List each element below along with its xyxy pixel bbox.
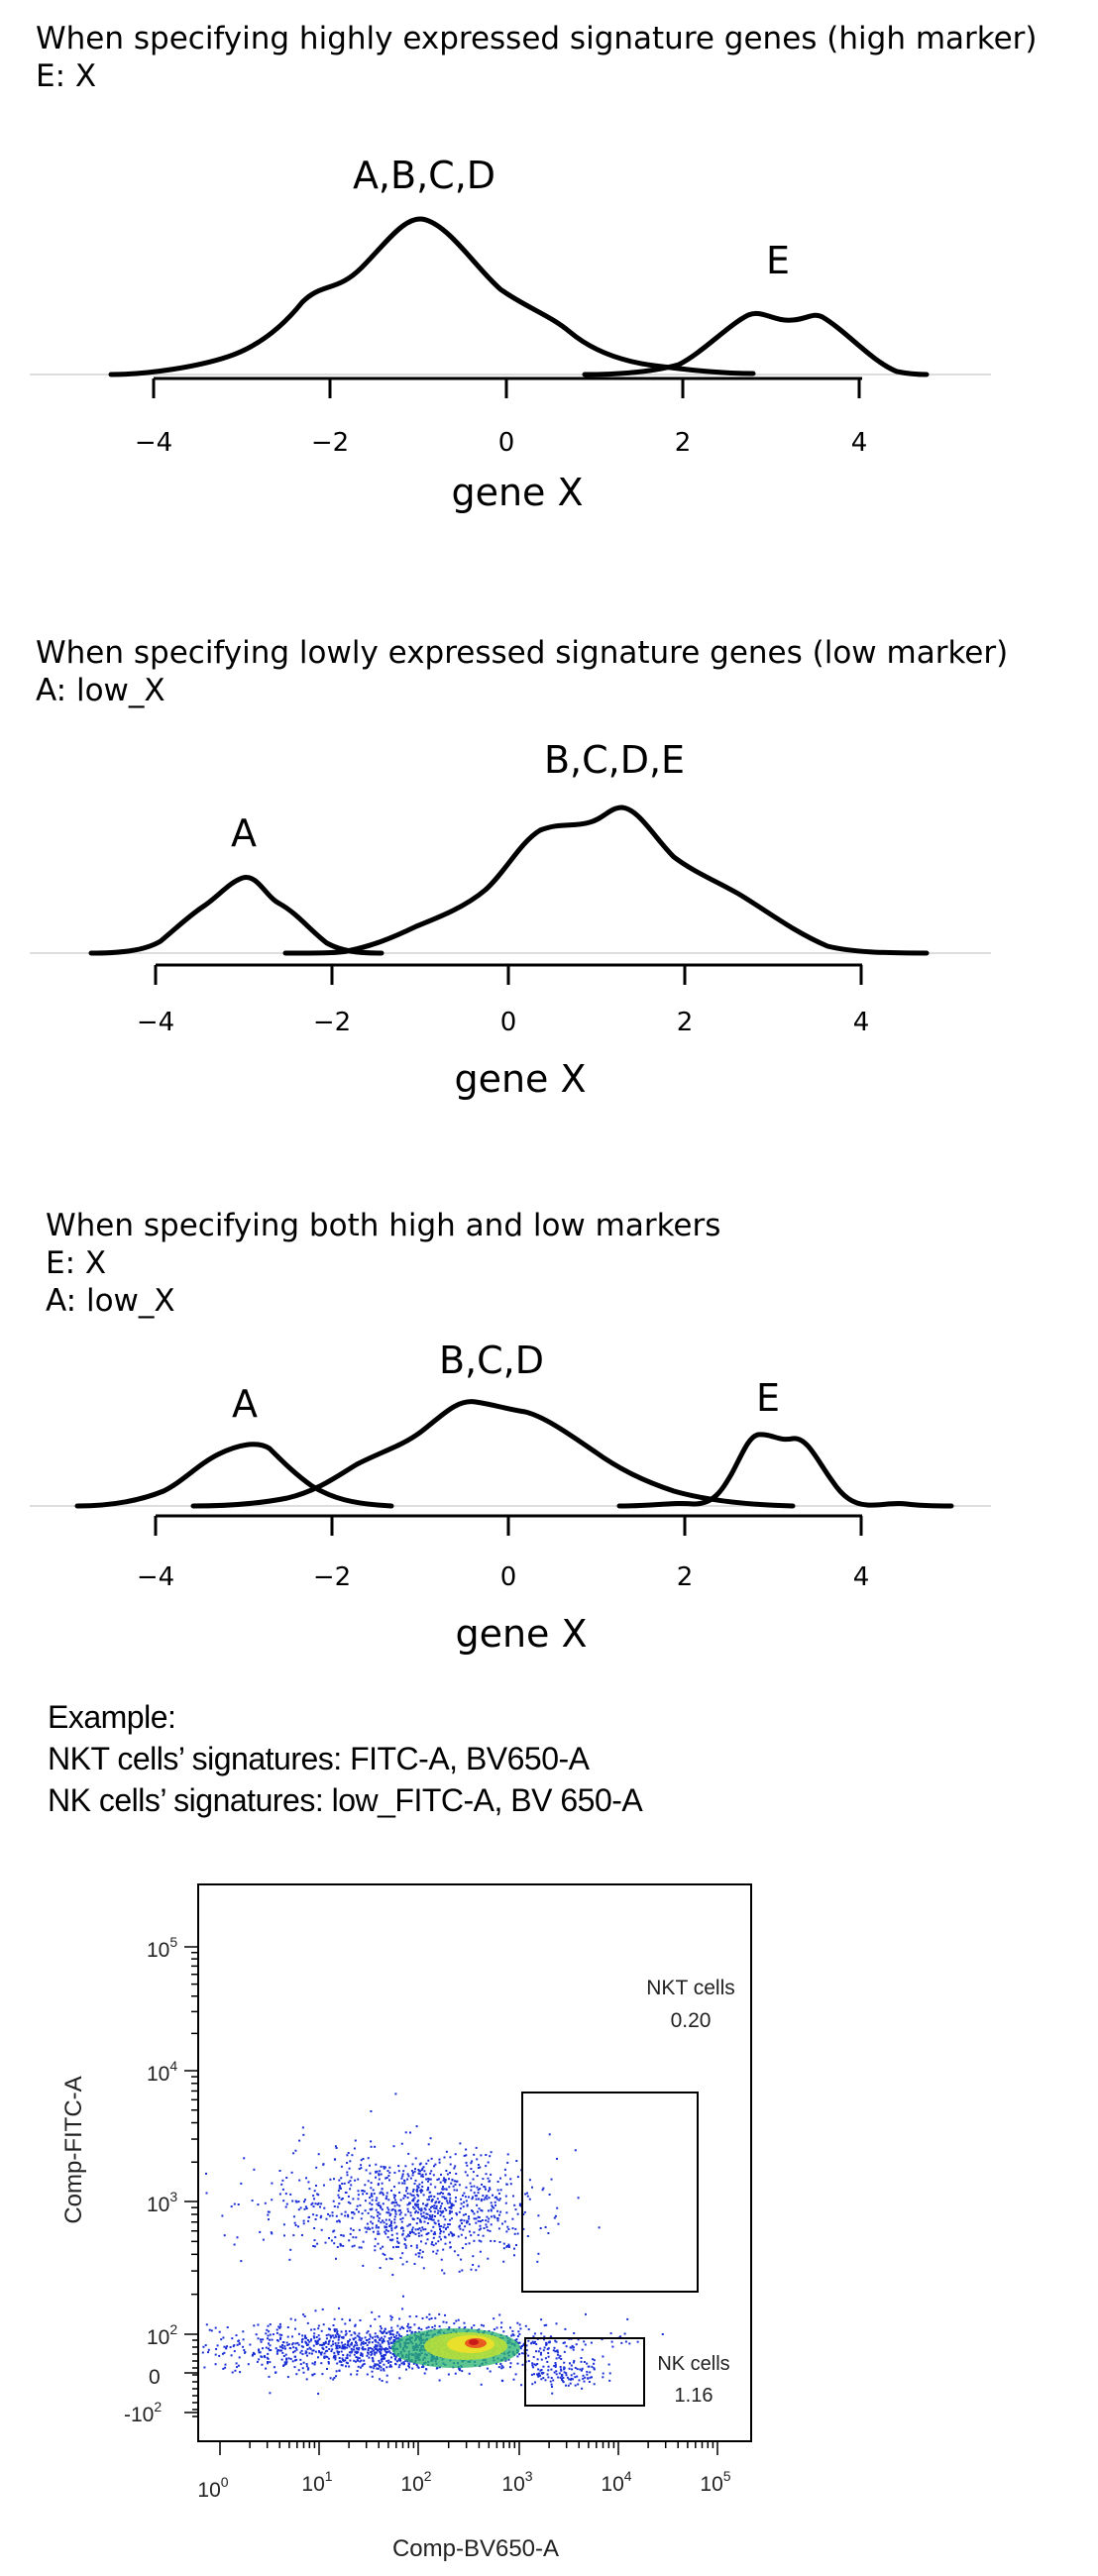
x-axis-ticks xyxy=(219,2441,718,2455)
x-tick-label: −4 xyxy=(137,1008,174,1037)
y-axis-ticks xyxy=(184,1946,198,2417)
panel1-caption-line: When specifying highly expressed signatu… xyxy=(36,21,1038,56)
x-tick-label: 101 xyxy=(301,2468,332,2496)
y-tick-label: 0 xyxy=(149,2366,161,2389)
panel2-caption-line: When specifying lowly expressed signatur… xyxy=(36,635,1009,671)
x-tick-label: 0 xyxy=(498,428,515,458)
panel2-caption: When specifying lowly expressed signatur… xyxy=(36,634,1008,709)
gate-name: NKT cells xyxy=(646,1977,734,1999)
x-tick-label: 4 xyxy=(853,1008,870,1037)
peak-label: E xyxy=(766,239,790,282)
panel3-caption: When specifying both high and low marker… xyxy=(46,1207,720,1320)
panel3-caption-line: E: X xyxy=(46,1245,107,1281)
density-curve-abcd xyxy=(108,216,756,377)
x-tick-label: 0 xyxy=(500,1562,517,1592)
example-line: NK cells’ signatures: low_FITC-A, BV 650… xyxy=(48,1782,643,1818)
x-axis-label: gene X xyxy=(451,471,583,514)
peak-label: A xyxy=(231,811,257,855)
x-tick-label: 4 xyxy=(851,428,868,458)
x-axis-label: gene X xyxy=(455,1612,587,1656)
example-text: Example: NKT cells’ signatures: FITC-A, … xyxy=(48,1696,643,1821)
gate-value: 0.20 xyxy=(671,2009,712,2032)
panel1-caption: When specifying highly expressed signatu… xyxy=(36,20,1038,95)
peak-label: E xyxy=(756,1376,780,1420)
x-tick-label: −2 xyxy=(313,1008,351,1037)
panel2-caption-line: A: low_X xyxy=(36,673,165,708)
x-tick-label: 2 xyxy=(677,1008,694,1037)
peak-label: B,C,D,E xyxy=(544,738,685,782)
density-curve-a xyxy=(88,875,384,956)
x-tick-label: 2 xyxy=(675,428,692,458)
x-tick-label: 102 xyxy=(400,2468,431,2496)
density-hotspot xyxy=(391,2328,520,2368)
y-tick-label: 102 xyxy=(147,2321,177,2349)
peak-label: A xyxy=(232,1382,258,1426)
density-curve-bcd xyxy=(190,1399,796,1509)
panel3-caption-line: A: low_X xyxy=(46,1283,175,1319)
peak-label: A,B,C,D xyxy=(353,154,495,197)
gate-name: NK cells xyxy=(657,2353,729,2375)
x-tick-label: 100 xyxy=(197,2474,228,2502)
panel3-caption-line: When specifying both high and low marker… xyxy=(46,1208,721,1243)
x-tick-label: −2 xyxy=(311,428,349,458)
panel1-density-plot: −4 −2 0 2 4 gene X A,B,C,D E xyxy=(30,154,991,514)
peak-label: B,C,D xyxy=(439,1339,544,1382)
panel2-density-plot: −4 −2 0 2 4 gene X A B,C,D,E xyxy=(30,738,991,1101)
x-tick-label: 105 xyxy=(700,2468,730,2496)
x-tick-label: −4 xyxy=(137,1562,174,1592)
x-tick-label: 0 xyxy=(500,1008,517,1037)
y-tick-label: 103 xyxy=(147,2189,177,2216)
x-axis-label: Comp-BV650-A xyxy=(392,2535,559,2562)
density-curve-bcde xyxy=(282,805,930,956)
example-line: NKT cells’ signatures: FITC-A, BV650-A xyxy=(48,1741,590,1776)
x-tick-label: −2 xyxy=(313,1562,351,1592)
y-axis-label: Comp-FITC-A xyxy=(60,2076,87,2223)
x-tick-label: 2 xyxy=(677,1562,694,1592)
facs-scatter-plot: NKT cells 0.20 NK cells 1.16 105 104 103… xyxy=(60,1883,752,2562)
panel3-density-plot: −4 −2 0 2 4 gene X A B,C,D E xyxy=(30,1339,991,1656)
panel1-caption-line: E: X xyxy=(36,58,97,94)
y-tick-label: 104 xyxy=(147,2058,177,2086)
density-curve-e xyxy=(616,1432,954,1509)
y-tick-label: 105 xyxy=(147,1934,177,1962)
x-tick-label: 104 xyxy=(601,2468,631,2496)
gate-value: 1.16 xyxy=(675,2385,714,2407)
x-tick-label: 103 xyxy=(501,2468,532,2496)
x-axis-label: gene X xyxy=(454,1057,586,1101)
density-curve-e xyxy=(582,311,930,377)
nkt-gate xyxy=(521,2092,699,2293)
y-tick-label: -102 xyxy=(124,2399,162,2426)
x-tick-label: −4 xyxy=(135,428,172,458)
example-heading: Example: xyxy=(48,1699,176,1735)
x-tick-label: 4 xyxy=(853,1562,870,1592)
nk-gate xyxy=(524,2337,645,2407)
density-curve-a xyxy=(74,1442,394,1509)
